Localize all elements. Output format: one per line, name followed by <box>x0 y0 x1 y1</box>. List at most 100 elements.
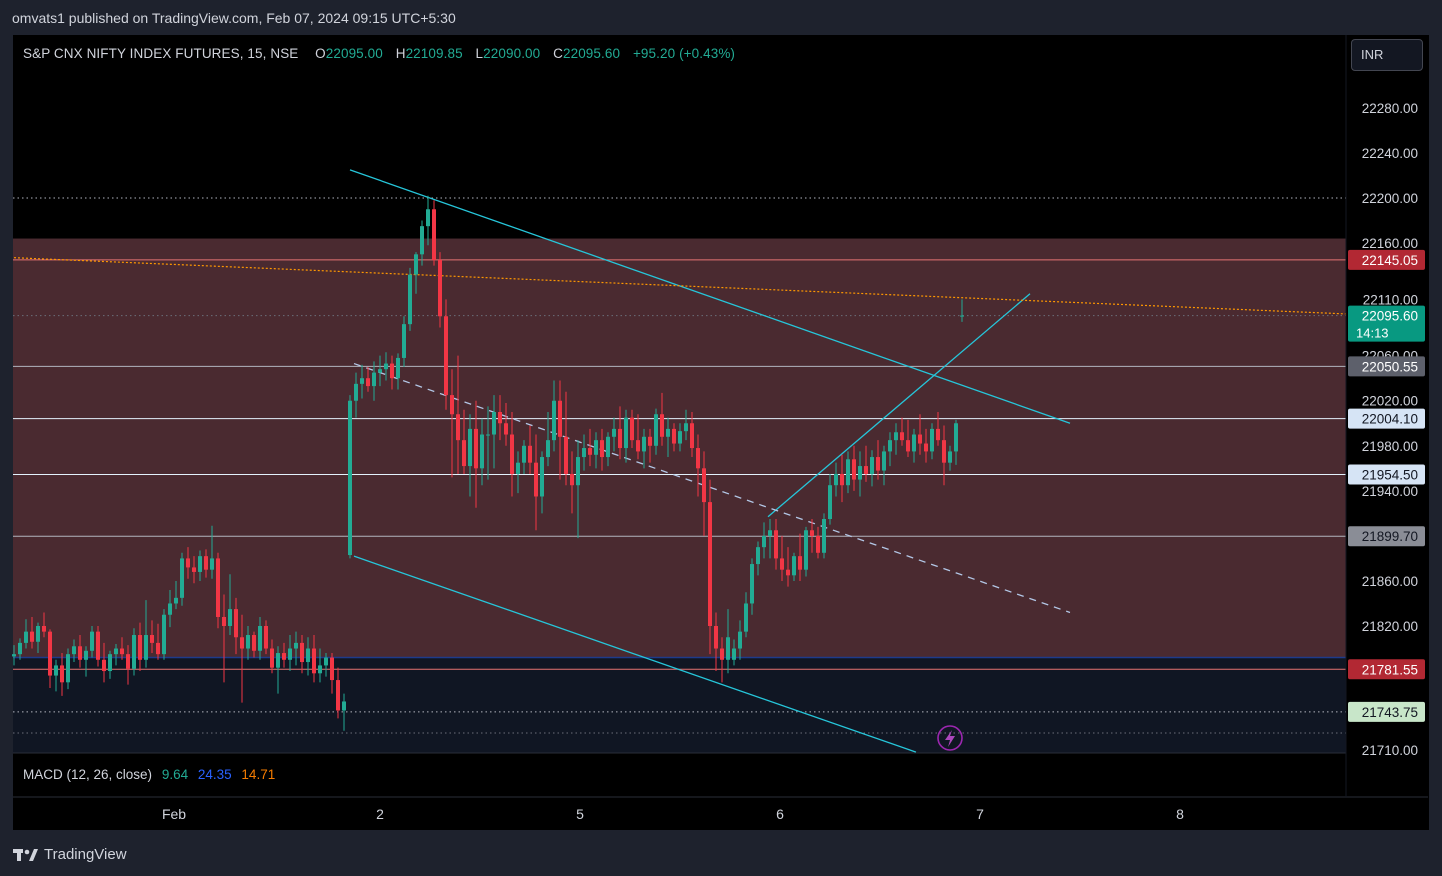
price-tag: 21954.50 <box>1348 464 1425 485</box>
candle <box>888 432 892 467</box>
candle <box>474 400 478 508</box>
candle <box>288 635 292 672</box>
candle <box>48 629 52 688</box>
candle-body <box>786 569 790 576</box>
candle-body <box>384 363 388 370</box>
candle <box>372 361 376 401</box>
candle-body <box>474 428 478 469</box>
candle-body <box>666 428 670 437</box>
candle-body <box>192 567 196 572</box>
candle <box>300 635 304 674</box>
candle-body <box>690 423 694 449</box>
candle <box>948 445 952 471</box>
candle <box>456 355 460 474</box>
candle-body <box>510 434 514 474</box>
symbol-legend[interactable]: S&P CNX NIFTY INDEX FUTURES, 15, NSE O22… <box>23 46 744 61</box>
candle <box>498 395 502 441</box>
candle <box>720 637 724 683</box>
candle-body <box>462 440 466 467</box>
candle <box>444 299 448 410</box>
candle <box>492 395 496 469</box>
candle <box>924 428 928 463</box>
candle <box>222 594 226 683</box>
symbol-name: S&P CNX NIFTY INDEX FUTURES, 15, NSE <box>23 46 299 61</box>
y-axis: 22280.00 22240.00 22200.00 22160.00 22110.00… <box>1362 101 1418 758</box>
candle-body <box>222 616 226 626</box>
candle-body <box>522 445 526 463</box>
candle-body <box>564 436 568 474</box>
y-tick-label: 22020.00 <box>1362 394 1418 409</box>
candle <box>618 406 622 460</box>
price-tag-label: 22004.10 <box>1362 412 1418 427</box>
candle <box>18 638 22 660</box>
candle <box>342 693 346 731</box>
x-tick-label: 8 <box>1176 806 1184 822</box>
candle <box>960 299 964 322</box>
price-tag-bg <box>1348 659 1425 680</box>
currency-button[interactable]: INR <box>1351 39 1423 71</box>
candle-body <box>960 315 964 317</box>
candle <box>834 462 838 497</box>
candle-body <box>396 357 400 379</box>
candle <box>276 646 280 694</box>
candle-body <box>792 556 796 576</box>
candle-body <box>600 440 604 458</box>
low-value: 22090.00 <box>483 46 541 61</box>
candle <box>366 366 370 392</box>
candle <box>204 549 208 578</box>
price-tag: 22004.10 <box>1348 408 1425 429</box>
candle-body <box>870 457 874 474</box>
candle-body <box>816 535 820 553</box>
candle <box>798 533 802 581</box>
x-tick-label: 2 <box>376 806 384 822</box>
candle <box>450 369 454 478</box>
logo-text: TradingView <box>44 846 127 863</box>
candle <box>522 440 526 474</box>
candle <box>36 622 40 654</box>
candle-body <box>138 635 142 660</box>
candle-body <box>672 428 676 444</box>
candle-body <box>696 448 700 469</box>
candle <box>240 614 244 703</box>
candle <box>516 451 520 494</box>
price-tag-label: 21743.75 <box>1362 705 1418 720</box>
candle-body <box>96 631 100 660</box>
candle-body <box>108 654 112 672</box>
candle-body <box>774 530 778 559</box>
candle <box>72 639 76 663</box>
candle <box>186 547 190 579</box>
price-tag-bg <box>1348 356 1425 377</box>
candle <box>426 195 430 246</box>
tradingview-logo[interactable]: TradingView <box>13 846 127 863</box>
candle <box>876 440 880 480</box>
candle <box>900 417 904 446</box>
candle <box>90 626 94 658</box>
tradingview-logo-icon <box>13 848 38 861</box>
candle-body <box>678 431 682 444</box>
candle-body <box>702 468 706 503</box>
candle-body <box>780 558 784 570</box>
candle-body <box>282 653 286 660</box>
macd-legend[interactable]: MACD (12, 26, close) 9.64 24.35 14.71 <box>23 767 275 782</box>
candles-layer <box>12 195 964 731</box>
candle-body <box>948 451 952 463</box>
trendline <box>13 257 1346 315</box>
candle <box>282 642 286 668</box>
candle <box>564 391 568 486</box>
candle-body <box>660 414 664 437</box>
candle <box>582 434 586 471</box>
x-tick-label: 5 <box>576 806 584 822</box>
candle-body <box>240 637 244 649</box>
candle-body <box>288 648 292 660</box>
candle <box>30 616 34 649</box>
candle-body <box>390 363 394 379</box>
price-tag-label: 21899.70 <box>1362 529 1418 544</box>
lightning-icon <box>937 725 963 751</box>
candle-body <box>558 400 562 437</box>
trendline <box>353 555 917 753</box>
candle-body <box>726 637 730 660</box>
candle <box>648 428 652 463</box>
candle <box>120 637 124 660</box>
candle <box>708 479 712 655</box>
